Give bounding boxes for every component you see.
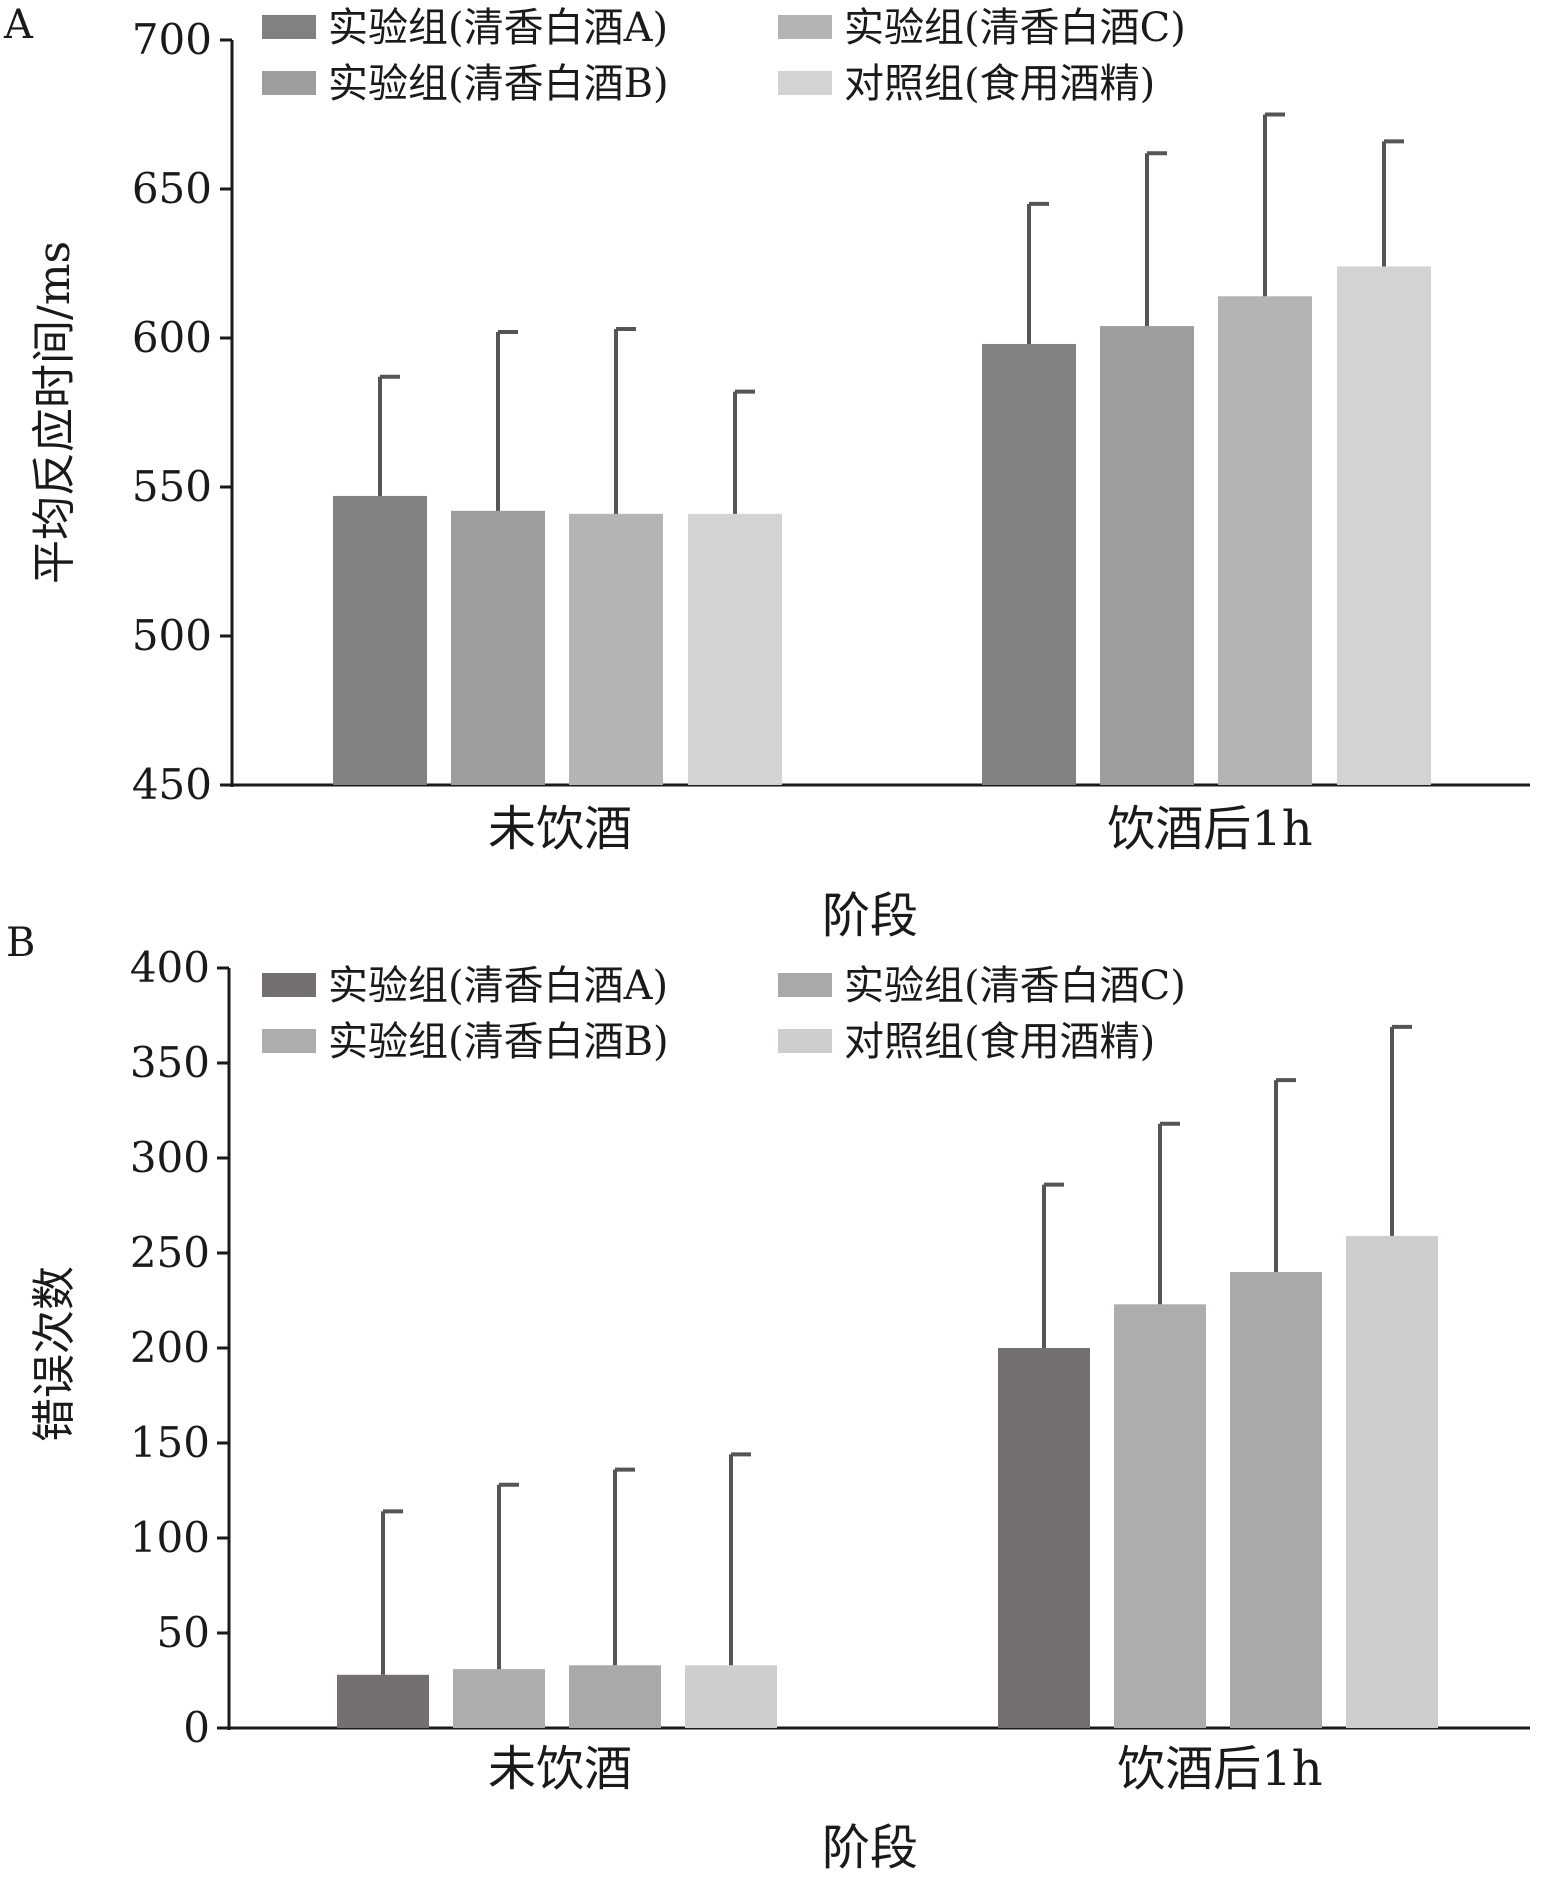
pb-y-tick-label-6: 300 [130,1133,210,1182]
pa-y-tick-label-0: 450 [132,760,212,809]
pb-legend-label-3: 对照组(食用酒精) [844,1019,1155,1065]
pb-legend-label-0: 实验组(清香白酒A) [328,963,668,1009]
pa-y-tick-label-4: 650 [132,164,212,213]
pa-bar-s2-c1 [1218,296,1312,785]
pb-y-tick-label-7: 350 [130,1038,210,1087]
pa-legend-label-3: 对照组(食用酒精) [844,61,1155,107]
pb-legend-swatch-0 [262,973,316,997]
pb-bar-s1-c1 [1114,1304,1206,1728]
pa-y-tick-label-2: 550 [132,462,212,511]
pa-category-label-1: 饮酒后1h [1107,801,1312,857]
pb-category-label-0: 未饮酒 [488,1741,632,1797]
pa-bar-s0-c0 [333,495,427,785]
pb-category-label-1: 饮酒后1h [1117,1741,1322,1797]
pa-legend-label-2: 实验组(清香白酒C) [844,5,1186,51]
pa-bar-s3-c1 [1337,266,1431,786]
pa-bar-s1-c0 [451,510,545,785]
pb-bar-s2-c0 [569,1665,661,1728]
pa-y-tick-label-1: 500 [132,611,212,660]
pb-legend-swatch-2 [778,973,832,997]
pa-legend-swatch-3 [778,71,832,95]
pb-y-tick-label-5: 250 [130,1228,210,1277]
pb-y-tick-label-1: 50 [157,1608,210,1657]
pb-bar-s2-c1 [1230,1272,1322,1728]
pa-bar-s3-c0 [688,513,782,785]
pb-legend-swatch-3 [778,1029,832,1053]
pa-y-tick-label-3: 600 [132,313,212,362]
pa-legend-label-0: 实验组(清香白酒A) [328,5,668,51]
pb-y-tick-label-2: 100 [130,1513,210,1562]
pa-bar-s1-c1 [1100,326,1194,785]
pb-y-tick-label-0: 0 [183,1703,210,1752]
pa-bar-s2-c0 [569,513,663,785]
pb-bar-s0-c1 [998,1348,1090,1728]
panel-label-a: A [4,2,33,48]
pb-y-tick-label-3: 150 [130,1418,210,1467]
pb-bar-s1-c0 [453,1669,545,1728]
pb-legend-swatch-1 [262,1029,316,1053]
pa-category-label-0: 未饮酒 [488,801,632,857]
pb-bar-s3-c1 [1346,1235,1438,1728]
pa-y-tick-label-5: 700 [132,15,212,64]
pa-legend-swatch-1 [262,71,316,95]
pb-legend-label-1: 实验组(清香白酒B) [328,1019,669,1065]
pa-bar-s0-c1 [982,343,1076,785]
pa-legend-swatch-0 [262,15,316,39]
pb-bar-s0-c0 [337,1674,429,1728]
pa-legend-label-1: 实验组(清香白酒B) [328,61,669,107]
y-axis-label-b: 错误次数 [29,1266,80,1442]
y-axis-label-a: 平均反应时间/ms [29,240,80,584]
pb-y-tick-label-8: 400 [130,943,210,992]
pb-y-tick-label-4: 200 [130,1323,210,1372]
pb-bar-s3-c0 [685,1665,777,1728]
x-axis-title-b: 阶段 [822,1820,919,1876]
x-axis-title-a: 阶段 [822,888,919,944]
panel-label-b: B [6,920,36,966]
pb-legend-label-2: 实验组(清香白酒C) [844,963,1186,1009]
pa-legend-swatch-2 [778,15,832,39]
